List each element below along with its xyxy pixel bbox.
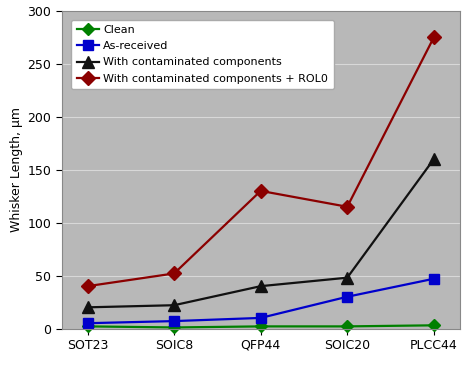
As-received [85, 321, 91, 326]
With contaminated components [431, 157, 437, 161]
Line: With contaminated components: With contaminated components [82, 154, 439, 313]
Clean [345, 324, 350, 328]
With contaminated components + ROL0 [258, 189, 264, 193]
With contaminated components [345, 276, 350, 280]
As-received [345, 295, 350, 299]
With contaminated components [171, 303, 177, 307]
As-received [171, 319, 177, 323]
With contaminated components + ROL0 [85, 284, 91, 288]
Line: With contaminated components + ROL0: With contaminated components + ROL0 [83, 32, 438, 291]
As-received [258, 316, 264, 320]
Legend: Clean, As-received, With contaminated components, With contaminated components +: Clean, As-received, With contaminated co… [71, 20, 334, 89]
Clean [171, 325, 177, 330]
Line: As-received: As-received [83, 274, 438, 328]
With contaminated components [85, 305, 91, 310]
With contaminated components + ROL0 [431, 35, 437, 40]
Line: Clean: Clean [83, 321, 438, 332]
Clean [258, 324, 264, 328]
With contaminated components [258, 284, 264, 288]
With contaminated components + ROL0 [345, 204, 350, 209]
Y-axis label: Whisker Length, μm: Whisker Length, μm [10, 107, 23, 232]
With contaminated components + ROL0 [171, 271, 177, 276]
Clean [85, 324, 91, 328]
Clean [431, 323, 437, 327]
As-received [431, 277, 437, 281]
